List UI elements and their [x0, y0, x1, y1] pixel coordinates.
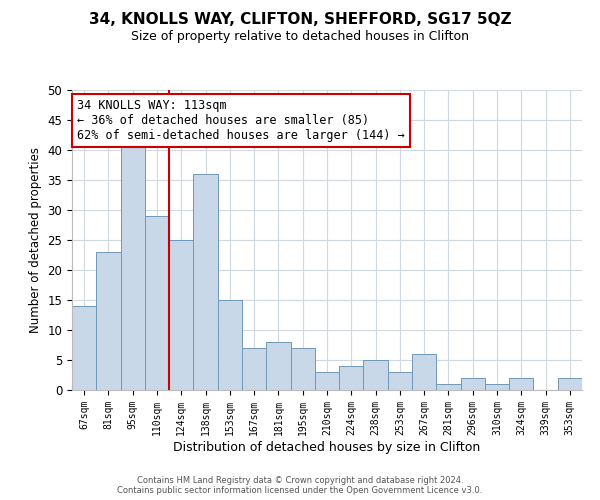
Text: Contains HM Land Registry data © Crown copyright and database right 2024.
Contai: Contains HM Land Registry data © Crown c… — [118, 476, 482, 495]
Bar — [485, 384, 509, 390]
Bar — [558, 378, 582, 390]
Bar — [364, 360, 388, 390]
Bar — [436, 384, 461, 390]
Bar — [290, 348, 315, 390]
Bar — [509, 378, 533, 390]
Bar — [72, 306, 96, 390]
Bar — [412, 354, 436, 390]
Text: 34 KNOLLS WAY: 113sqm
← 36% of detached houses are smaller (85)
62% of semi-deta: 34 KNOLLS WAY: 113sqm ← 36% of detached … — [77, 99, 405, 142]
Bar — [266, 342, 290, 390]
Bar — [169, 240, 193, 390]
Bar — [145, 216, 169, 390]
Bar — [242, 348, 266, 390]
Text: 34, KNOLLS WAY, CLIFTON, SHEFFORD, SG17 5QZ: 34, KNOLLS WAY, CLIFTON, SHEFFORD, SG17 … — [89, 12, 511, 28]
Y-axis label: Number of detached properties: Number of detached properties — [29, 147, 42, 333]
Bar — [461, 378, 485, 390]
Bar — [193, 174, 218, 390]
Bar — [218, 300, 242, 390]
Text: Size of property relative to detached houses in Clifton: Size of property relative to detached ho… — [131, 30, 469, 43]
Bar — [121, 144, 145, 390]
X-axis label: Distribution of detached houses by size in Clifton: Distribution of detached houses by size … — [173, 440, 481, 454]
Bar — [96, 252, 121, 390]
Bar — [388, 372, 412, 390]
Bar — [339, 366, 364, 390]
Bar — [315, 372, 339, 390]
